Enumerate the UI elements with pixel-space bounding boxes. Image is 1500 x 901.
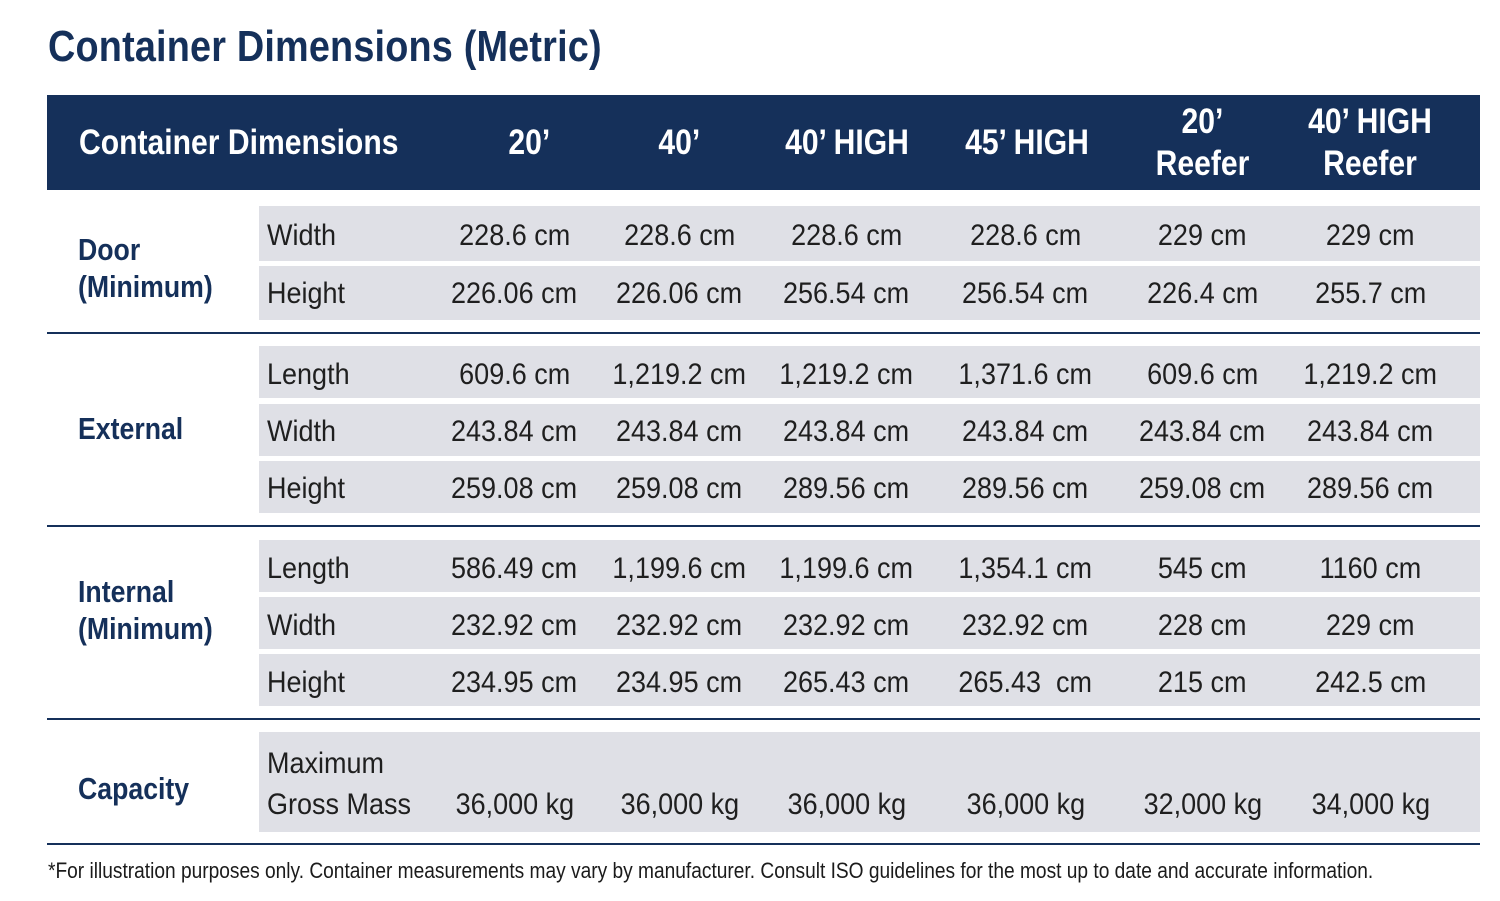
table-row [259, 266, 1480, 320]
table-cell: 32,000 kg [1143, 787, 1262, 821]
table-row [259, 654, 1480, 706]
table-cell: 234.95 cm [616, 665, 743, 699]
table-cell: 609.6 cm [458, 357, 571, 391]
table-cell: 609.6 cm [1146, 357, 1259, 391]
table-cell: 243.84 cm [1139, 414, 1266, 448]
table-cell: 586.49 cm [451, 551, 578, 585]
table-cell: 289.56 cm [1307, 471, 1434, 505]
table-header: Container Dimensions 20’ 40’ 40’ HIGH 45… [47, 95, 1480, 190]
table-bottom-divider [47, 843, 1480, 845]
table-cell: 1,219.2 cm [1303, 357, 1438, 391]
table-cell: 228 cm [1158, 608, 1247, 642]
table-cell: 229 cm [1158, 218, 1247, 252]
row-label-internal-width: Width [267, 608, 337, 642]
page-title: Container Dimensions (Metric) [48, 22, 602, 71]
table-cell: 265.43 cm [958, 665, 1093, 699]
table-cell: 232.92 cm [616, 608, 743, 642]
footnote: *For illustration purposes only. Contain… [48, 858, 1374, 883]
table-cell: 226.06 cm [451, 276, 578, 310]
table-row [259, 206, 1480, 261]
table-cell: 1160 cm [1319, 551, 1422, 585]
row-label-door-height: Height [267, 276, 346, 310]
group-label-external: External [78, 410, 184, 446]
table-cell: 226.06 cm [616, 276, 743, 310]
group-label-capacity: Capacity [78, 770, 190, 806]
header-col-40: 40’ [658, 122, 700, 162]
header-col-40-high-reefer: 40’ HIGH Reefer [1308, 101, 1432, 183]
table-cell: 36,000 kg [620, 787, 739, 821]
table-cell: 1,371.6 cm [958, 357, 1093, 391]
table-cell: 232.92 cm [451, 608, 578, 642]
row-label-door-width: Width [267, 218, 337, 252]
table-cell: 228.6 cm [969, 218, 1082, 252]
table-row [259, 404, 1480, 456]
table-cell: 243.84 cm [783, 414, 910, 448]
table-cell: 265.43 cm [783, 665, 910, 699]
table-cell: 256.54 cm [962, 276, 1089, 310]
table-cell: 1,199.6 cm [779, 551, 914, 585]
header-col-20: 20’ [508, 122, 550, 162]
group-divider [47, 332, 1480, 334]
table-cell: 232.92 cm [783, 608, 910, 642]
header-col-40-high: 40’ HIGH [785, 122, 909, 162]
table-cell: 229 cm [1326, 218, 1415, 252]
header-col-45-high: 45’ HIGH [965, 122, 1089, 162]
table-cell: 232.92 cm [962, 608, 1089, 642]
table-cell: 229 cm [1326, 608, 1415, 642]
table-cell: 259.08 cm [616, 471, 743, 505]
table-cell: 226.4 cm [1146, 276, 1259, 310]
table-cell: 228.6 cm [790, 218, 903, 252]
row-label-external-height: Height [267, 471, 346, 505]
table-cell: 1,219.2 cm [779, 357, 914, 391]
table-row [259, 461, 1480, 513]
row-label-external-length: Length [267, 357, 350, 391]
table-cell: 36,000 kg [966, 787, 1085, 821]
table-row [259, 732, 1480, 832]
row-label-internal-height: Height [267, 665, 346, 699]
row-label-capacity-line1: Maximum [267, 746, 385, 780]
table-cell: 289.56 cm [962, 471, 1089, 505]
table-cell: 243.84 cm [1307, 414, 1434, 448]
group-divider [47, 718, 1480, 720]
row-label-external-width: Width [267, 414, 337, 448]
table-cell: 34,000 kg [1311, 787, 1430, 821]
table-row [259, 597, 1480, 649]
table-cell: 243.84 cm [962, 414, 1089, 448]
group-label-internal: Internal (Minimum) [78, 574, 213, 646]
header-label: Container Dimensions [79, 122, 399, 162]
table-cell: 255.7 cm [1314, 276, 1427, 310]
group-divider [47, 525, 1480, 527]
table-cell: 36,000 kg [455, 787, 574, 821]
table-cell: 1,219.2 cm [612, 357, 747, 391]
row-label-capacity-line2: Gross Mass [267, 787, 412, 821]
table-cell: 215 cm [1158, 665, 1247, 699]
table-cell: 228.6 cm [458, 218, 571, 252]
row-label-internal-length: Length [267, 551, 350, 585]
table-cell: 259.08 cm [451, 471, 578, 505]
table-cell: 36,000 kg [787, 787, 906, 821]
table-cell: 1,354.1 cm [958, 551, 1093, 585]
table-row [259, 540, 1480, 592]
header-col-20-reefer: 20’ Reefer [1155, 101, 1249, 183]
table-cell: 243.84 cm [451, 414, 578, 448]
table-cell: 545 cm [1158, 551, 1247, 585]
group-label-door: Door (Minimum) [78, 232, 213, 304]
table-cell: 256.54 cm [783, 276, 910, 310]
table-cell: 259.08 cm [1139, 471, 1266, 505]
table-row [259, 346, 1480, 398]
table-cell: 228.6 cm [623, 218, 736, 252]
table-cell: 234.95 cm [451, 665, 578, 699]
table-cell: 1,199.6 cm [612, 551, 747, 585]
table-cell: 289.56 cm [783, 471, 910, 505]
table-cell: 242.5 cm [1314, 665, 1427, 699]
table-cell: 243.84 cm [616, 414, 743, 448]
